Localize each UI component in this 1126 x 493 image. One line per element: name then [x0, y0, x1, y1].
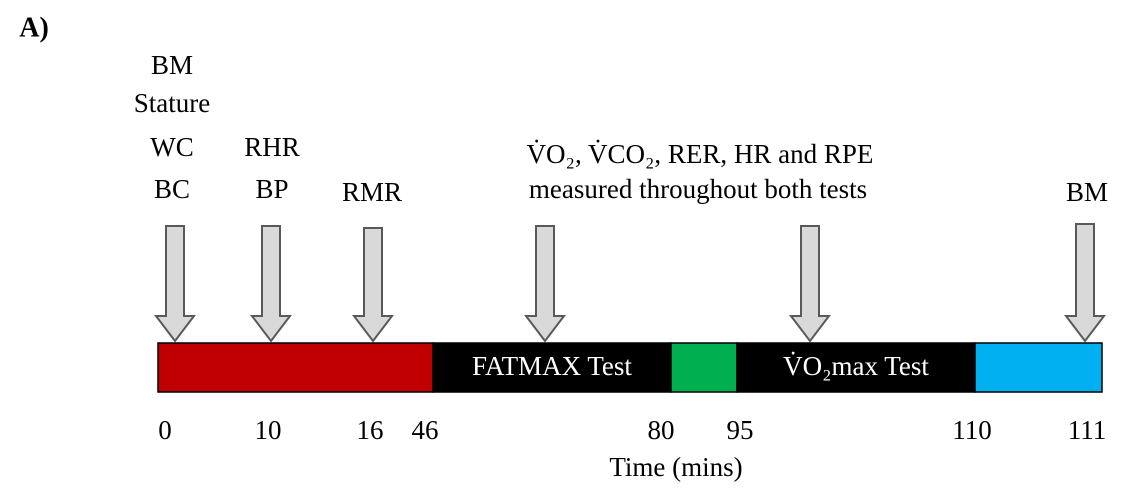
tick-label: 46	[412, 415, 439, 445]
tick-label: 111	[1068, 415, 1107, 445]
timeline-bar: FATMAX Test V̇O₂max Test	[157, 342, 1103, 393]
tick-label: 10	[255, 415, 282, 445]
arrow	[249, 225, 293, 343]
annotation: measured throughout both tests	[529, 174, 867, 204]
tick-label: 110	[952, 415, 992, 445]
tick-label: 0	[158, 415, 172, 445]
arrow	[523, 225, 567, 343]
annotation: BM	[1066, 177, 1108, 207]
annotation: BM	[151, 50, 193, 80]
segment	[974, 342, 1103, 393]
annotation: V̇O₂, V̇CO₂, RER, HR and RPE	[527, 139, 874, 169]
arrows	[153, 223, 1107, 343]
segment-label: FATMAX Test	[472, 351, 632, 381]
segment	[432, 342, 672, 393]
segment-label: V̇O₂max Test	[783, 351, 929, 381]
arrow	[1063, 223, 1107, 343]
annotation: Stature	[134, 88, 210, 118]
tick-label: 95	[727, 415, 754, 445]
tick-label: 16	[357, 415, 384, 445]
segment	[670, 342, 738, 393]
axis-label: Time (mins)	[609, 452, 742, 482]
ticks: 0 10 16 46 80 95 110 111	[158, 415, 1106, 445]
annotation: WC	[150, 132, 194, 162]
annotation: BC	[154, 174, 190, 204]
segment	[157, 342, 434, 393]
annotation: BP	[255, 174, 288, 204]
tick-label: 80	[648, 415, 675, 445]
annotation: RHR	[244, 132, 300, 162]
panel-label: A)	[19, 12, 49, 43]
annotation: RMR	[342, 177, 402, 207]
arrow	[788, 225, 832, 343]
arrow	[351, 227, 395, 343]
segment	[736, 342, 976, 393]
arrow	[153, 225, 197, 343]
